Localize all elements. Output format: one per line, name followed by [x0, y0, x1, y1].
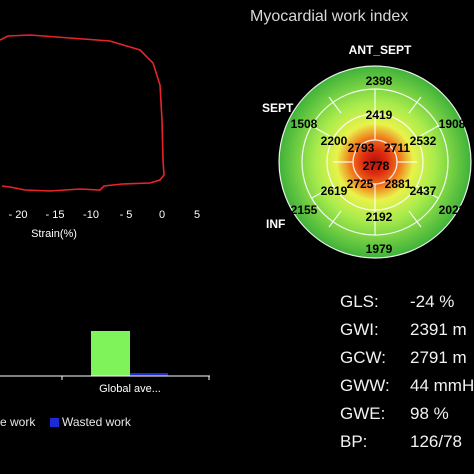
constructive-work-bar — [91, 331, 130, 376]
metric-label-gwe: GWE: — [340, 404, 386, 423]
segment-value: 2778 — [363, 159, 390, 173]
metric-label-bp: BP: — [340, 432, 368, 451]
segment-value: 2200 — [321, 134, 348, 148]
x-tick-label: - 5 — [120, 209, 133, 221]
segment-value: 2711 — [384, 141, 410, 155]
segment-value: 2022 — [439, 203, 466, 217]
segment-value: 2881 — [385, 177, 412, 191]
segment-value: 2192 — [366, 210, 393, 224]
segment-value: 1979 — [366, 242, 393, 256]
bullseye-segment-borders — [278, 65, 472, 259]
metric-value-gwi: 2391 m — [410, 320, 467, 339]
segment-value: 2155 — [291, 203, 318, 217]
legend-constructive: e work — [0, 415, 36, 429]
bullseye-disc — [279, 66, 471, 258]
metric-label-gwi: GWI: — [340, 320, 379, 339]
metric-value-gcw: 2791 m — [410, 348, 467, 367]
pressure-strain-loop-plot: - 20 - 15 -10 - 5 0 5 Strain(%) — [0, 34, 200, 240]
segment-value: 2437 — [410, 184, 437, 198]
metric-value-gls: -24 % — [410, 292, 455, 311]
segment-value: 2398 — [366, 74, 393, 88]
segment-value: 2419 — [366, 108, 393, 122]
legend-wasted: Wasted work — [50, 415, 131, 429]
metric-value-gww: 44 mmH — [410, 376, 474, 395]
legend-wasted-swatch — [50, 418, 59, 427]
x-tick-label: 0 — [159, 209, 165, 221]
metric-value-gwe: 98 % — [410, 404, 449, 423]
label-inf: INF — [266, 217, 285, 231]
legend-wasted-label: Wasted work — [62, 415, 131, 429]
metric-value-bp: 126/78 — [410, 432, 462, 451]
metric-label-gcw: GCW: — [340, 348, 386, 367]
metric-label-gls: GLS: — [340, 292, 379, 311]
bullseye-title: Myocardial work index — [250, 8, 409, 25]
x-tick-label: - 15 — [46, 209, 65, 221]
metric-label-gww: GWW: — [340, 376, 390, 395]
x-tick-label: -10 — [83, 209, 99, 221]
wasted-work-bar — [130, 373, 168, 376]
bullseye-plot: ANT_SEPT SEPT INF 2398 1908 2022 1979 21… — [262, 43, 472, 259]
x-tick-label: 5 — [194, 209, 200, 221]
segment-value: 2619 — [321, 184, 348, 198]
segment-value: 2793 — [348, 141, 375, 155]
work-bar-chart: Global ave... — [0, 331, 210, 395]
segment-value: 1908 — [439, 117, 466, 131]
segment-value: 2532 — [410, 134, 437, 148]
segment-value: 1508 — [291, 117, 318, 131]
x-axis-label: Strain(%) — [31, 228, 77, 240]
label-ant-sept: ANT_SEPT — [349, 43, 412, 57]
segment-value: 2725 — [347, 177, 374, 191]
label-sept: SEPT — [262, 101, 294, 115]
pressure-strain-loop — [0, 34, 165, 192]
x-tick-label: - 20 — [9, 209, 28, 221]
bar-category-label: Global ave... — [99, 383, 161, 395]
